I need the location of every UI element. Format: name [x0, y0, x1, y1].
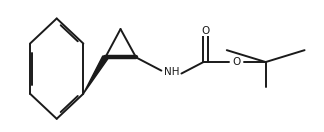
- Text: NH: NH: [164, 67, 179, 77]
- Text: O: O: [202, 26, 210, 36]
- Polygon shape: [83, 56, 108, 94]
- Text: O: O: [232, 57, 241, 67]
